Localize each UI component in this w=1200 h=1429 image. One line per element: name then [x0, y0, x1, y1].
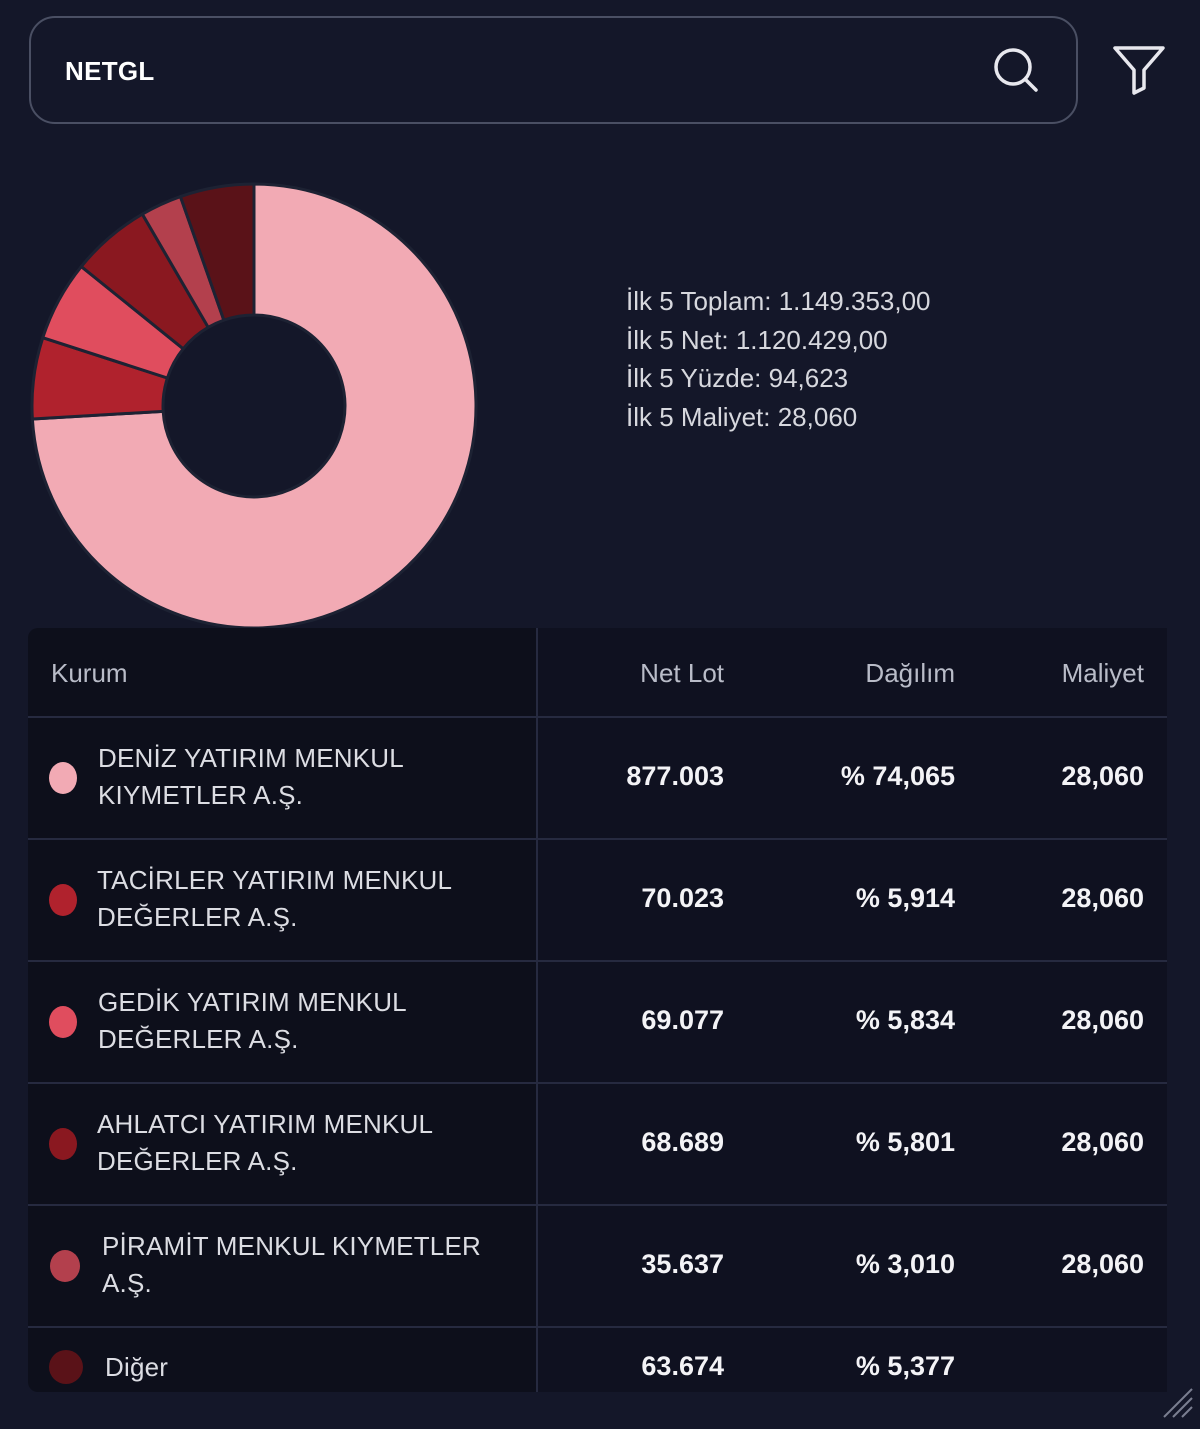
slice-deniz[interactable] [30, 182, 478, 630]
table-row[interactable]: TACİRLER YATIRIM MENKUL DEĞERLER A.Ş. 70.… [28, 838, 1167, 960]
dagilim-value: % 5,914 [855, 883, 955, 913]
header-dagilim[interactable]: Dağılım [865, 658, 955, 688]
table-row[interactable]: AHLATCI YATIRIM MENKUL DEĞERLER A.Ş. 68.6… [28, 1082, 1167, 1204]
legend-dot [49, 1350, 83, 1384]
broker-name: PİRAMİT MENKUL KIYMETLER A.Ş. [102, 1231, 481, 1298]
dagilim-value: % 5,801 [855, 1127, 955, 1157]
dagilim-value: % 5,834 [855, 1005, 955, 1035]
header-maliyet[interactable]: Maliyet [1061, 658, 1144, 688]
maliyet-value: 28,060 [1061, 1005, 1144, 1035]
summary-panel: İlk 5 Toplam: 1.149.353,00 İlk 5 Net: 1.… [626, 282, 931, 436]
summary-cost: İlk 5 Maliyet: 28,060 [626, 401, 858, 432]
table-row[interactable]: GEDİK YATIRIM MENKUL DEĞERLER A.Ş. 69.077… [28, 960, 1167, 1082]
summary-net: İlk 5 Net: 1.120.429,00 [626, 324, 888, 355]
slice-diger[interactable] [178, 182, 256, 323]
table-header: Kurum Net Lot Dağılım Maliyet [28, 628, 1167, 716]
broker-name: Diğer [105, 1352, 169, 1382]
legend-dot [49, 1006, 77, 1038]
maliyet-value: 28,060 [1061, 883, 1144, 913]
dagilim-value: % 74,065 [840, 761, 955, 791]
broker-name: GEDİK YATIRIM MENKUL DEĞERLER A.Ş. [98, 987, 407, 1054]
header-kurum[interactable]: Kurum [51, 658, 128, 688]
search-icon[interactable] [992, 46, 1042, 96]
legend-dot [49, 1128, 77, 1160]
search-input[interactable]: NETGL [65, 56, 155, 86]
dagilim-value: % 3,010 [855, 1249, 955, 1279]
table-row[interactable]: PİRAMİT MENKUL KIYMETLER A.Ş. 35.637 % 3,… [28, 1204, 1167, 1326]
dagilim-value: % 5,377 [855, 1351, 955, 1381]
table-row[interactable]: Diğer 63.674 % 5,377 [28, 1326, 1167, 1392]
donut-chart [30, 182, 478, 630]
legend-dot [50, 1250, 80, 1282]
net-lot-value: 63.674 [641, 1351, 724, 1381]
broker-name: TACİRLER YATIRIM MENKUL DEĞERLER A.Ş. [97, 865, 453, 932]
summary-percent: İlk 5 Yüzde: 94,623 [626, 363, 849, 393]
legend-dot [49, 884, 77, 916]
resize-handle-icon[interactable] [1160, 1385, 1194, 1419]
maliyet-value: 28,060 [1061, 761, 1144, 791]
maliyet-value: 28,060 [1061, 1127, 1144, 1157]
filter-icon[interactable] [1110, 40, 1168, 98]
net-lot-value: 35.637 [641, 1249, 724, 1279]
header-net-lot[interactable]: Net Lot [640, 658, 724, 688]
broker-name: AHLATCI YATIRIM MENKUL DEĞERLER A.Ş. [97, 1109, 434, 1176]
net-lot-value: 69.077 [641, 1005, 724, 1035]
maliyet-value: 28,060 [1061, 1249, 1144, 1279]
net-lot-value: 877.003 [626, 761, 724, 791]
legend-dot [49, 762, 77, 794]
summary-total: İlk 5 Toplam: 1.149.353,00 [626, 286, 931, 316]
broker-name: DENİZ YATIRIM MENKUL KIYMETLER A.Ş. [98, 743, 404, 810]
net-lot-value: 70.023 [641, 883, 724, 913]
net-lot-value: 68.689 [641, 1127, 724, 1157]
search-field[interactable]: NETGL [29, 16, 1078, 124]
table-row[interactable]: DENİZ YATIRIM MENKUL KIYMETLER A.Ş. 877.0… [28, 716, 1167, 838]
broker-table: Kurum Net Lot Dağılım Maliyet DENİZ YATI… [28, 628, 1167, 1392]
